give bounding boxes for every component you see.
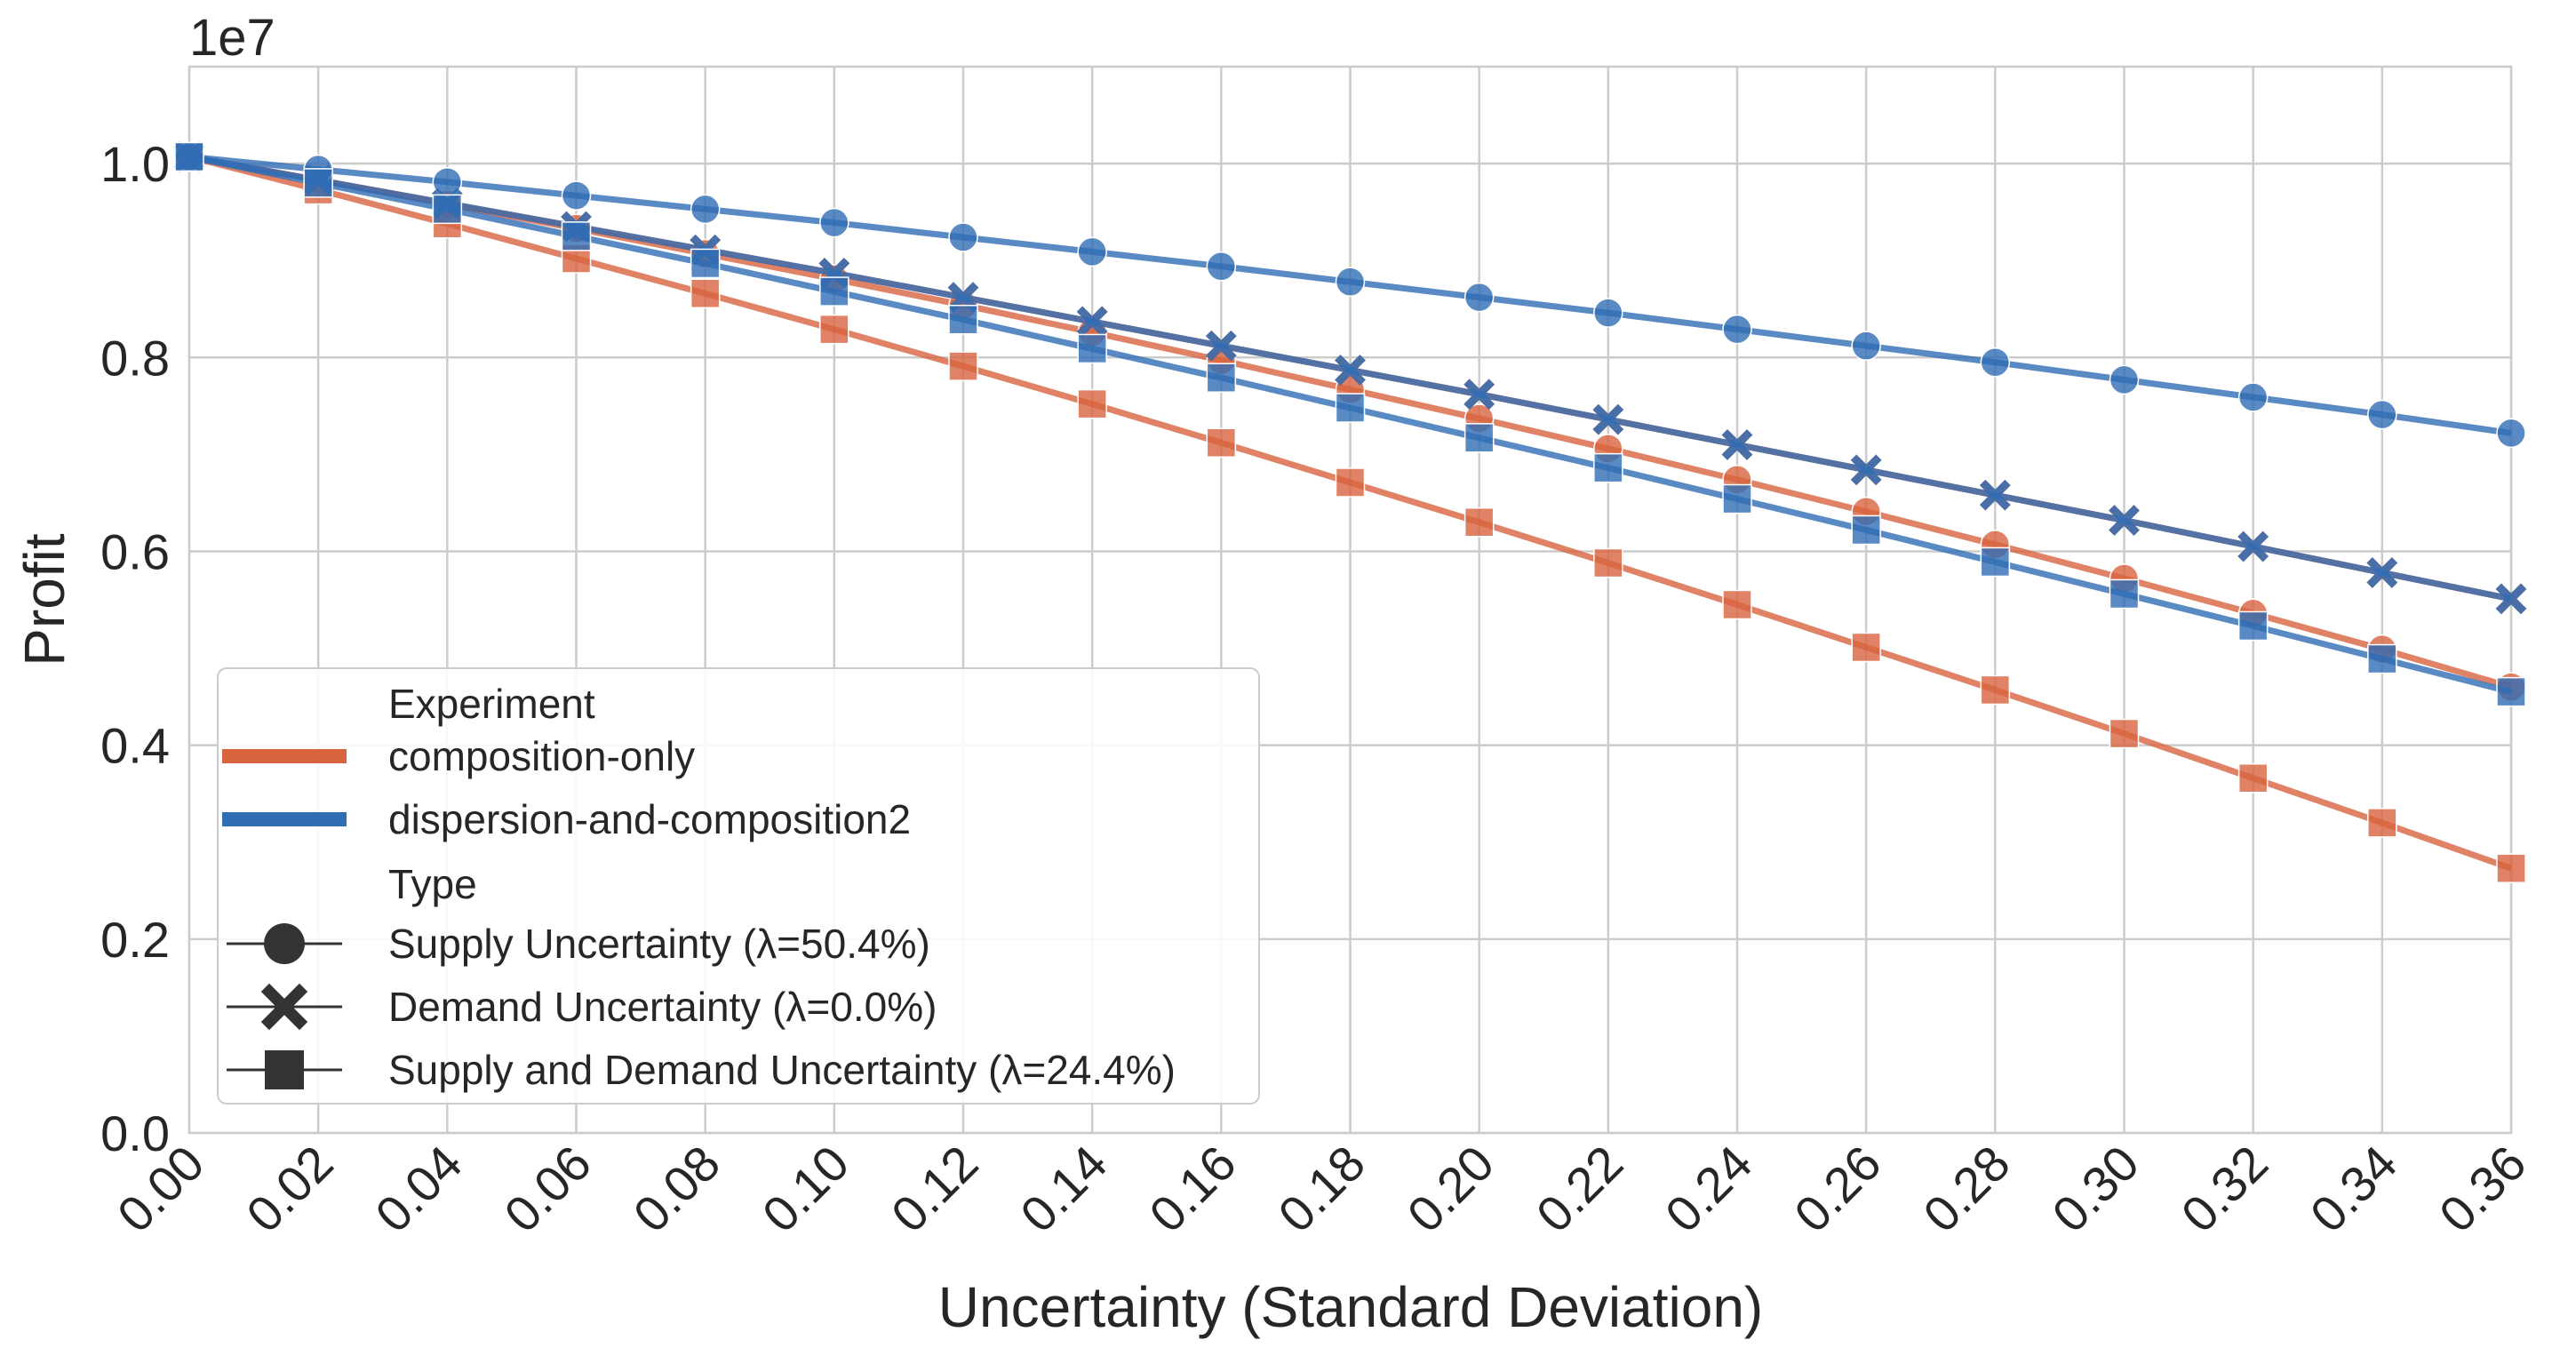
- data-point-square: [2237, 610, 2269, 642]
- data-point-square: [690, 278, 721, 309]
- data-point-circle: [2237, 382, 2269, 412]
- data-point-square: [1851, 514, 1881, 546]
- data-point-square: [1335, 467, 1366, 498]
- legend-label-supply-demand: Supply and Demand Uncertainty (λ=24.4%): [388, 1047, 1176, 1093]
- data-point-x: [1205, 330, 1237, 362]
- data-point-x: [1592, 403, 1624, 435]
- data-point-square: [174, 141, 204, 172]
- data-point-square: [2109, 578, 2140, 610]
- data-point-x: [2237, 530, 2269, 562]
- legend-title-type: Type: [388, 861, 477, 907]
- data-point-x: [2495, 583, 2527, 615]
- y-offset-label: 1e7: [189, 9, 275, 67]
- data-point-square: [1206, 427, 1237, 459]
- data-point-square: [1722, 589, 1752, 620]
- data-point-x: [1335, 355, 1366, 386]
- legend-x-marker: [260, 983, 308, 1031]
- data-point-square: [432, 194, 463, 225]
- data-point-x: [1850, 454, 1882, 486]
- data-point-x: [2366, 557, 2398, 588]
- data-point-circle: [1593, 298, 1623, 328]
- data-point-x: [2109, 505, 2140, 536]
- data-point-square: [1722, 483, 1752, 514]
- data-point-circle: [948, 222, 978, 252]
- series-5: [174, 141, 2526, 707]
- legend-square-marker: [265, 1050, 304, 1089]
- data-point-square: [690, 248, 721, 279]
- data-point-x: [1979, 479, 2011, 511]
- data-point-circle: [1722, 314, 1752, 345]
- data-point-circle: [1077, 236, 1107, 267]
- data-point-square: [1851, 632, 1881, 663]
- data-point-x: [947, 282, 979, 313]
- data-point-square: [819, 314, 849, 345]
- data-point-x: [1076, 306, 1108, 338]
- legend-label-supply: Supply Uncertainty (λ=50.4%): [388, 921, 930, 967]
- data-point-square: [819, 276, 849, 307]
- data-point-x: [1463, 379, 1495, 411]
- series-layer: [173, 141, 2527, 883]
- data-point-square: [2367, 808, 2397, 838]
- y-tick-label: 0.2: [100, 912, 170, 968]
- data-point-square: [2237, 762, 2269, 794]
- data-point-square: [948, 351, 978, 381]
- data-point-circle: [1851, 331, 1881, 361]
- data-point-circle: [561, 180, 592, 211]
- data-point-circle: [690, 194, 721, 225]
- data-point-square: [2496, 853, 2526, 883]
- data-point-circle: [1980, 347, 2011, 378]
- data-point-circle: [1463, 282, 1495, 313]
- data-point-circle: [2109, 364, 2140, 395]
- data-point-square: [948, 304, 978, 335]
- data-point-square: [1593, 547, 1623, 578]
- data-point-square: [1463, 423, 1495, 453]
- data-point-square: [1980, 546, 2011, 578]
- data-point-square: [1335, 393, 1366, 423]
- legend: Experiment composition-only dispersion-a…: [217, 667, 1260, 1105]
- x-axis-label: Uncertainty (Standard Deviation): [938, 1275, 1763, 1339]
- legend-title-experiment: Experiment: [388, 681, 595, 727]
- legend-circle-marker: [264, 923, 305, 964]
- series-2: [174, 141, 2526, 883]
- y-tick-label: 0.0: [100, 1105, 170, 1161]
- y-tick-label: 1.0: [100, 136, 170, 192]
- data-point-square: [2367, 643, 2397, 674]
- data-point-circle: [2367, 399, 2397, 430]
- data-point-square: [2496, 676, 2526, 707]
- data-point-circle: [2496, 418, 2526, 449]
- legend-box: [217, 667, 1260, 1105]
- data-point-square: [561, 221, 592, 251]
- y-axis-label: Profit: [12, 533, 76, 666]
- data-point-square: [1980, 674, 2011, 706]
- data-point-circle: [819, 207, 849, 238]
- y-tick-label: 0.8: [100, 330, 170, 386]
- data-point-circle: [1206, 251, 1237, 282]
- data-point-square: [1463, 507, 1495, 538]
- data-point-square: [1206, 363, 1237, 393]
- y-tick-label: 0.6: [100, 523, 170, 579]
- data-point-circle: [1335, 267, 1366, 297]
- data-point-x: [1721, 429, 1753, 460]
- data-point-square: [1077, 388, 1107, 419]
- y-tick-label: 0.4: [100, 718, 170, 774]
- legend-label-composition-only: composition-only: [388, 733, 695, 779]
- data-point-square: [2109, 718, 2140, 749]
- data-point-square: [303, 168, 333, 198]
- data-point-square: [1077, 333, 1107, 364]
- legend-label-demand: Demand Uncertainty (λ=0.0%): [388, 984, 937, 1030]
- data-point-square: [1593, 452, 1623, 483]
- legend-label-dispersion-and-composition2: dispersion-and-composition2: [388, 796, 911, 842]
